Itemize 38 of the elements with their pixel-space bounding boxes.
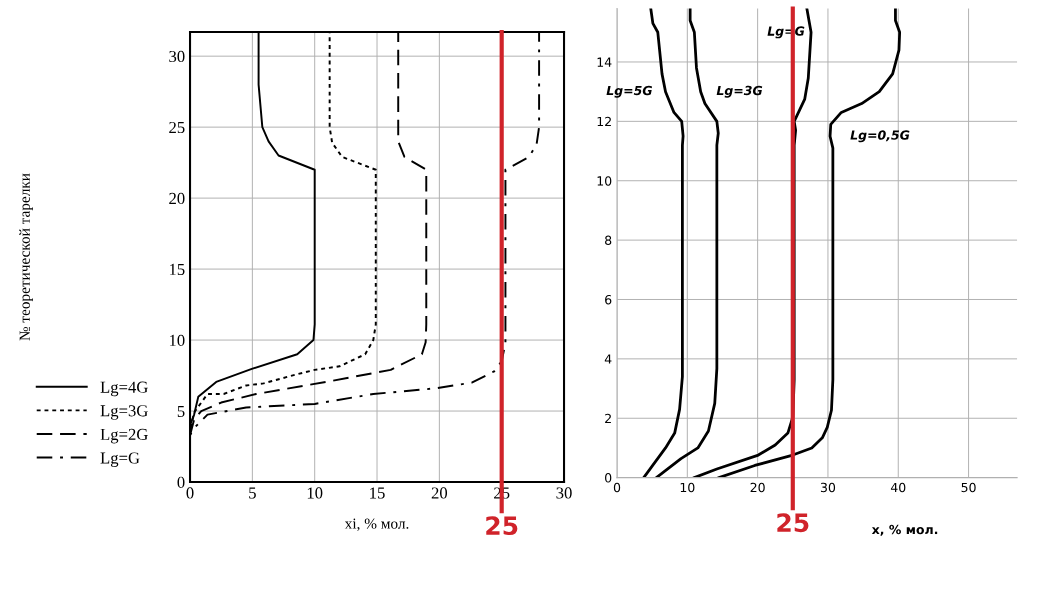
y-tick-label: 30 bbox=[169, 50, 185, 63]
ref-line-label: 25 bbox=[486, 516, 518, 536]
y-tick-label: 2 bbox=[605, 413, 611, 423]
x-tick-label: 10 bbox=[307, 487, 323, 499]
series-label: Lg=0,5G bbox=[850, 130, 910, 143]
y-tick-label: 6 bbox=[605, 294, 612, 305]
legend-label: Lg=2G bbox=[100, 428, 148, 444]
legend-label: Lg=3G bbox=[100, 405, 148, 420]
y-tick-label: 14 bbox=[597, 57, 612, 67]
x-tick-label: 0 bbox=[613, 482, 621, 493]
y-tick-label: 10 bbox=[169, 334, 185, 347]
y-tick-label: 20 bbox=[169, 192, 185, 205]
x-tick-label: 10 bbox=[680, 482, 695, 493]
y-tick-label: 25 bbox=[169, 121, 185, 134]
y-tick-label: 10 bbox=[597, 176, 612, 186]
x-axis-title: x, % мол. bbox=[871, 524, 938, 536]
x-tick-label: 40 bbox=[890, 482, 906, 493]
x-tick-label: 20 bbox=[431, 487, 448, 499]
y-tick-label: 8 bbox=[605, 235, 612, 246]
ref-line-label: 25 bbox=[777, 513, 809, 533]
y-tick-label: 15 bbox=[169, 263, 185, 276]
y-axis-title: № теоретической тарелки bbox=[19, 173, 33, 341]
x-tick-label: 30 bbox=[820, 482, 836, 493]
x-tick-label: 5 bbox=[249, 487, 256, 499]
x-axis-title: xi, % мол. bbox=[344, 518, 409, 531]
y-tick-label: 4 bbox=[604, 354, 612, 364]
legend-label: Lg=G bbox=[100, 452, 140, 468]
x-tick-label: 0 bbox=[186, 487, 194, 499]
series-label: Lg=5G bbox=[606, 85, 653, 98]
y-tick-label: 12 bbox=[597, 116, 611, 127]
x-tick-label: 20 bbox=[750, 482, 765, 493]
y-tick-label: 0 bbox=[605, 473, 612, 483]
x-tick-label: 30 bbox=[556, 487, 572, 499]
series-label: Lg=3G bbox=[716, 85, 763, 98]
x-tick-label: 15 bbox=[370, 487, 385, 499]
legend-label: Lg=4G bbox=[100, 381, 148, 397]
y-tick-label: 5 bbox=[177, 405, 185, 417]
x-tick-label: 50 bbox=[961, 482, 976, 493]
